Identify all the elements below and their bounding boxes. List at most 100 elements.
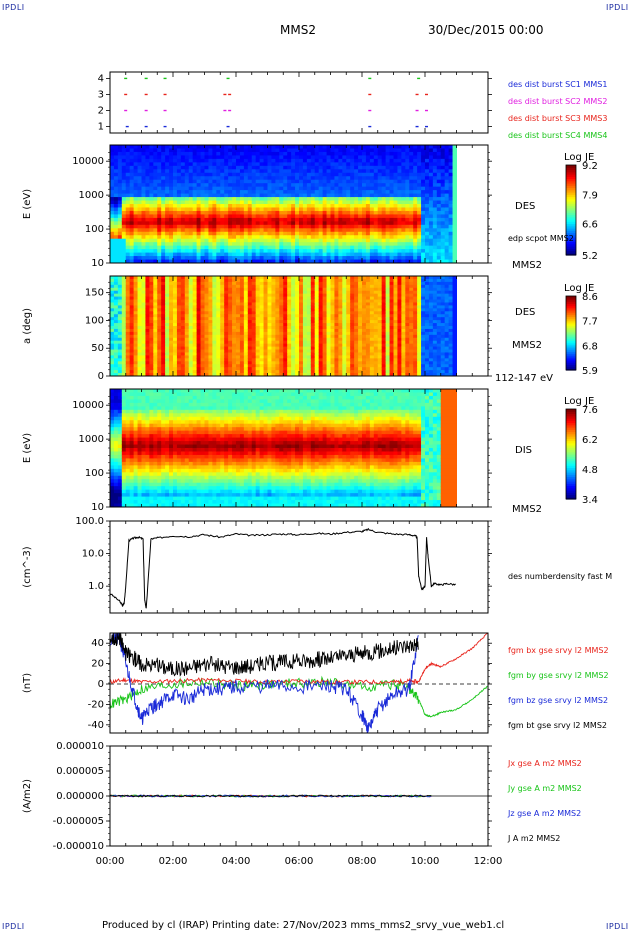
spectrogram-cell bbox=[306, 210, 312, 215]
spectrogram-cell bbox=[338, 162, 343, 167]
spectrogram-cell bbox=[192, 169, 198, 174]
spectrogram-cell bbox=[259, 290, 265, 295]
spectrogram-cell bbox=[110, 293, 115, 298]
spectrogram-cell bbox=[137, 256, 142, 261]
spectrogram-cell bbox=[239, 214, 245, 219]
spectrogram-cell bbox=[161, 311, 166, 315]
spectrogram-cell bbox=[417, 256, 422, 261]
spectrogram-cell bbox=[129, 346, 135, 351]
spectrogram-cell bbox=[125, 186, 131, 191]
spectrogram-cell bbox=[334, 340, 339, 345]
spectrogram-cell bbox=[255, 364, 261, 368]
spectrogram-cell bbox=[236, 326, 241, 330]
spectrogram-cell bbox=[184, 296, 190, 301]
spectrogram-cell bbox=[149, 373, 154, 377]
spectrogram-cell bbox=[417, 155, 422, 160]
spectrogram-cell bbox=[334, 231, 339, 236]
spectrogram-cell bbox=[212, 290, 217, 295]
spectrogram-cell bbox=[251, 355, 257, 359]
spectrogram-cell bbox=[342, 231, 347, 236]
spectrogram-cell bbox=[165, 238, 170, 243]
spectrogram-cell bbox=[117, 343, 123, 348]
spectrogram-cell bbox=[310, 214, 316, 219]
spectrogram-cell bbox=[302, 340, 308, 345]
spectrogram-cell bbox=[188, 162, 194, 167]
spectrogram-cell bbox=[247, 172, 253, 177]
spectrogram-cell bbox=[448, 155, 454, 160]
spectrogram-cell bbox=[275, 299, 280, 303]
spectrogram-cell bbox=[279, 252, 284, 257]
spectrogram-cell bbox=[428, 169, 434, 174]
spectrogram-cell bbox=[267, 326, 272, 330]
spectrogram-cell bbox=[306, 256, 312, 261]
spectrogram-cell bbox=[236, 193, 241, 198]
spectrogram-cell bbox=[369, 221, 375, 226]
spectrogram-cell bbox=[149, 299, 154, 303]
spectrogram-cell bbox=[259, 217, 265, 222]
spectrogram-cell bbox=[271, 361, 276, 365]
spectrogram-cell bbox=[299, 186, 304, 191]
spectrogram-cell bbox=[133, 169, 139, 174]
spectrogram-cell bbox=[295, 193, 300, 198]
spectrogram-cell bbox=[393, 179, 398, 184]
spectrogram-cell bbox=[184, 193, 190, 198]
spectrogram-cell bbox=[129, 183, 135, 188]
spectrogram-cell bbox=[432, 235, 438, 240]
spectrogram-cell bbox=[145, 281, 150, 286]
spectrogram-cell bbox=[173, 311, 178, 315]
spectrogram-cell bbox=[365, 158, 371, 163]
spectrogram-cell bbox=[247, 228, 253, 233]
spectrogram-cell bbox=[232, 281, 237, 286]
spectrogram-cell bbox=[224, 343, 229, 348]
spectrogram-cell bbox=[287, 323, 292, 327]
spectrogram-cell bbox=[184, 231, 190, 236]
spectrogram-cell bbox=[302, 158, 308, 163]
spectrogram-cell bbox=[204, 302, 209, 306]
spectrogram-cell bbox=[117, 370, 123, 374]
spectrogram-cell bbox=[228, 197, 233, 202]
spectrogram-cell bbox=[192, 340, 198, 345]
spectrogram-cell bbox=[133, 364, 139, 368]
spectrogram-cell bbox=[161, 331, 166, 336]
spectrogram-cell bbox=[184, 151, 190, 156]
spectrogram-cell bbox=[169, 293, 174, 298]
spectrogram-cell bbox=[200, 317, 205, 321]
spectrogram-cell bbox=[369, 245, 375, 250]
spectrogram-cell bbox=[452, 252, 457, 257]
spectrogram-cell bbox=[302, 165, 308, 170]
spectrogram-cell bbox=[291, 370, 296, 374]
spectrogram-cell bbox=[180, 323, 186, 327]
spectrogram-cell bbox=[243, 331, 249, 336]
spectrogram-cell bbox=[232, 317, 237, 321]
spectrogram-cell bbox=[113, 349, 119, 353]
spectrogram-cell bbox=[389, 193, 394, 198]
spectrogram-cell bbox=[287, 238, 292, 243]
spectrogram-cell bbox=[161, 323, 166, 327]
spectrogram-cell bbox=[251, 228, 257, 233]
spectrogram-cell bbox=[161, 326, 166, 330]
spectrogram-cell bbox=[354, 204, 359, 208]
spectrogram-cell bbox=[255, 238, 261, 243]
spectrogram-cell bbox=[180, 221, 186, 226]
spectrogram-cell bbox=[405, 200, 410, 205]
spectrogram-cell bbox=[153, 190, 158, 195]
spectrogram-cell bbox=[287, 197, 292, 202]
spectrogram-cell bbox=[129, 249, 135, 254]
spectrogram-cell bbox=[204, 172, 209, 177]
spectrogram-cell bbox=[113, 176, 119, 181]
spectrogram-cell bbox=[149, 305, 154, 309]
spectrogram-cell bbox=[200, 323, 205, 327]
spectrogram-cell bbox=[263, 305, 268, 309]
spectrogram-cell bbox=[255, 224, 261, 229]
spectrogram-cell bbox=[113, 200, 119, 205]
spectrogram-cell bbox=[354, 176, 359, 181]
spectrogram-cell bbox=[342, 200, 347, 205]
spectrogram-cell bbox=[283, 314, 288, 318]
spectrogram-cell bbox=[259, 238, 265, 243]
spectrogram-cell bbox=[310, 242, 316, 247]
spectrogram-cell bbox=[322, 367, 328, 371]
spectrogram-cell bbox=[137, 317, 142, 321]
spectrogram-cell bbox=[389, 158, 394, 163]
spectrogram-cell bbox=[121, 158, 127, 163]
spectrogram-cell bbox=[204, 287, 209, 292]
